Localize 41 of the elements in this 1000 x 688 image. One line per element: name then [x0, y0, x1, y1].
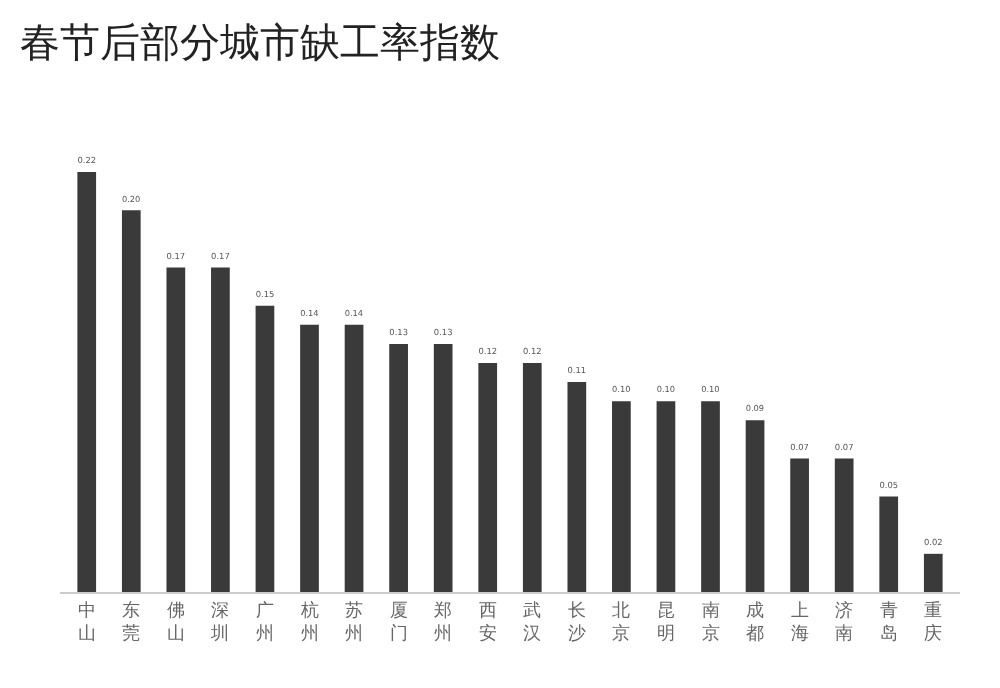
x-tick-label: 武汉 — [523, 599, 542, 645]
x-tick-label: 中山 — [77, 599, 96, 645]
x-tick-label: 重庆 — [924, 599, 943, 645]
x-tick-label: 郑州 — [434, 599, 453, 645]
bar — [389, 343, 408, 592]
x-tick-label: 东莞 — [122, 599, 141, 645]
bar — [745, 420, 765, 592]
x-tick-label: 佛山 — [166, 599, 185, 645]
chart-title: 春节后部分城市缺工率指数 — [20, 17, 500, 66]
x-tick-label: 济南 — [835, 599, 854, 645]
bar — [478, 362, 498, 592]
x-tick-label: 南京 — [701, 599, 720, 645]
x-tick-label: 上海 — [790, 599, 809, 645]
x-tick-label: 杭州 — [298, 599, 319, 645]
x-tick-label: 西安 — [478, 601, 497, 645]
bar — [121, 210, 141, 592]
x-tick-label: 北京 — [612, 599, 631, 645]
bar — [300, 324, 319, 592]
x-tick-label: 深圳 — [209, 599, 230, 645]
x-tick-label: 成都 — [746, 599, 765, 645]
bar — [612, 401, 631, 592]
x-tick-label: 昆明 — [656, 599, 675, 645]
bar — [433, 343, 453, 592]
bar — [166, 267, 186, 592]
bar — [567, 382, 587, 592]
x-tick-label: 广州 — [255, 599, 274, 645]
bar — [879, 496, 899, 592]
x-tick-label: 苏州 — [345, 599, 364, 645]
x-tick-label: 青岛 — [879, 599, 898, 645]
bar — [834, 458, 854, 592]
bar — [923, 553, 943, 592]
bar — [656, 401, 676, 592]
bar — [790, 458, 809, 592]
x-tick-label: 长沙 — [567, 599, 586, 645]
bar — [211, 267, 230, 592]
bar — [701, 401, 720, 592]
bar — [344, 324, 364, 592]
x-tick-label: 厦门 — [389, 599, 408, 645]
bar — [77, 172, 97, 592]
bar — [522, 362, 542, 592]
bar — [255, 305, 275, 592]
